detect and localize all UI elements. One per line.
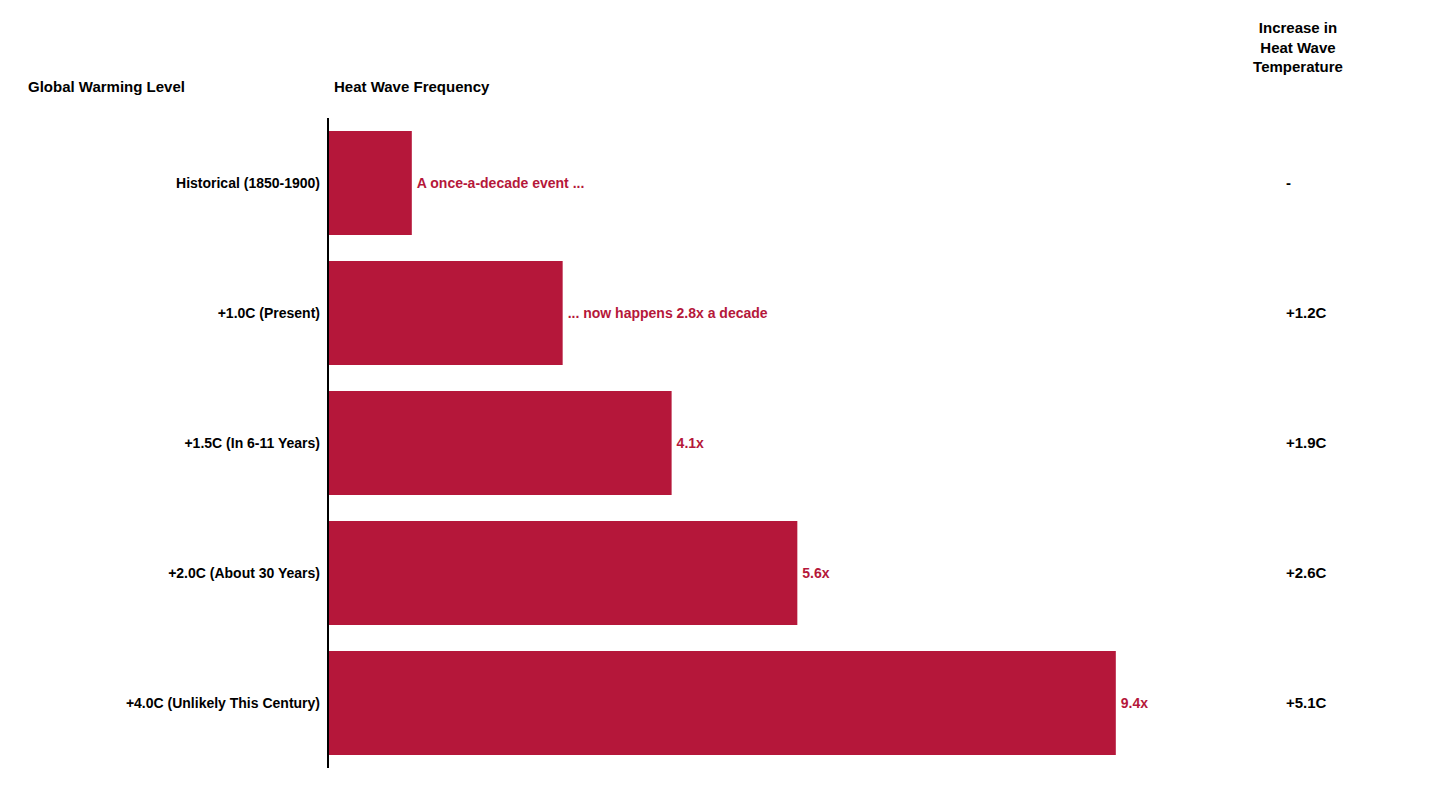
- svg-text:5.6x: 5.6x: [802, 565, 829, 581]
- html-text:Increase in Heat Wave Temperat: Increase in Heat Wave Temperature: [1253, 19, 1343, 75]
- svg-text:+4.0C (Unlikely This Century): +4.0C (Unlikely This Century): [126, 695, 320, 711]
- svg-text:4.1x: 4.1x: [677, 435, 704, 451]
- html-text:Global Warming Level: Global Warming Level: [28, 78, 185, 95]
- svg-text:+1.2C: +1.2C: [1286, 304, 1327, 321]
- svg-text:A once-a-decade event ...: A once-a-decade event ...: [417, 175, 585, 191]
- svg-text:-: -: [1286, 174, 1291, 191]
- html-text:Heat Wave Frequency: Heat Wave Frequency: [334, 78, 490, 95]
- svg-text:+1.5C (In 6-11 Years): +1.5C (In 6-11 Years): [184, 435, 320, 451]
- svg-text:+2.0C (About 30 Years): +2.0C (About 30 Years): [168, 565, 320, 581]
- svg-text:+1.9C: +1.9C: [1286, 434, 1327, 451]
- svg-text:... now happens 2.8x a decade: ... now happens 2.8x a decade: [568, 305, 768, 321]
- svg-text:+2.6C: +2.6C: [1286, 564, 1327, 581]
- svg-text:+1.0C (Present): +1.0C (Present): [218, 305, 320, 321]
- svg-text:+5.1C: +5.1C: [1286, 694, 1327, 711]
- svg-text:Historical (1850-1900): Historical (1850-1900): [176, 175, 320, 191]
- svg-text:9.4x: 9.4x: [1121, 695, 1148, 711]
